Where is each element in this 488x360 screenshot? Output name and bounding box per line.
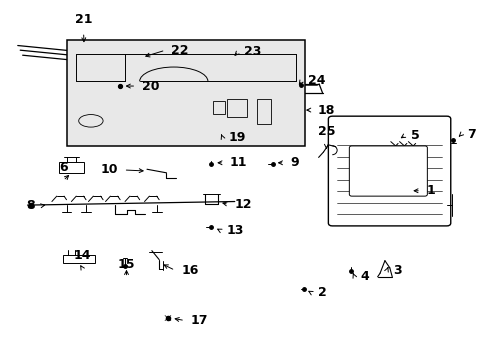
Text: 1: 1	[426, 184, 435, 197]
Text: 14: 14	[74, 249, 91, 262]
Text: 6: 6	[59, 161, 67, 174]
Text: 3: 3	[392, 264, 401, 277]
Bar	[212, 101, 224, 114]
Text: 20: 20	[142, 80, 159, 93]
Text: 13: 13	[226, 224, 244, 238]
Text: 7: 7	[467, 127, 475, 141]
Text: 25: 25	[317, 125, 334, 138]
Text: 19: 19	[228, 131, 245, 144]
Text: 2: 2	[317, 287, 325, 300]
Text: 23: 23	[244, 45, 262, 58]
Text: 10: 10	[100, 163, 118, 176]
Text: 15: 15	[118, 258, 135, 271]
Text: 16: 16	[181, 264, 198, 277]
Text: 8: 8	[26, 199, 35, 212]
Text: 22: 22	[171, 44, 188, 57]
Text: 5: 5	[410, 129, 419, 142]
Text: 17: 17	[190, 314, 208, 327]
Bar	[66, 40, 305, 146]
Text: 12: 12	[234, 198, 252, 211]
Text: 11: 11	[229, 156, 247, 169]
Text: 24: 24	[307, 74, 325, 87]
Bar	[227, 99, 246, 117]
FancyBboxPatch shape	[348, 146, 427, 196]
Text: 21: 21	[75, 13, 92, 26]
Text: 9: 9	[290, 156, 298, 169]
Bar	[59, 162, 83, 173]
Bar	[256, 99, 271, 125]
Text: 18: 18	[317, 104, 334, 117]
Bar	[63, 255, 95, 263]
Text: 4: 4	[359, 270, 368, 283]
